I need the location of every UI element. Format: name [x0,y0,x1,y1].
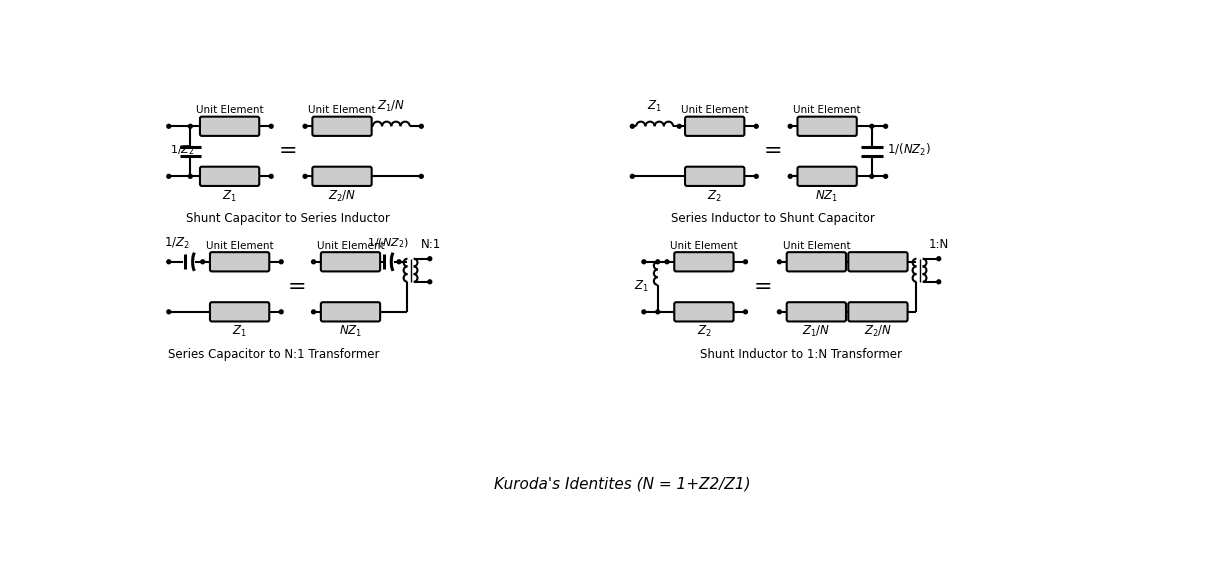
Circle shape [279,310,283,314]
FancyBboxPatch shape [848,302,908,321]
Circle shape [631,124,634,128]
Text: $Z_2/N$: $Z_2/N$ [328,188,356,204]
Circle shape [755,174,758,178]
Circle shape [870,174,874,178]
Text: Series Inductor to Shunt Capacitor: Series Inductor to Shunt Capacitor [671,212,875,225]
Text: Unit Element: Unit Element [205,241,273,251]
Circle shape [311,260,316,264]
FancyBboxPatch shape [786,302,846,321]
Circle shape [665,260,669,264]
Text: $Z_1$: $Z_1$ [634,279,649,295]
Text: $1/(NZ_2)$: $1/(NZ_2)$ [887,142,931,158]
Circle shape [166,174,170,178]
Circle shape [166,260,170,264]
FancyBboxPatch shape [200,167,259,186]
Text: Unit Element: Unit Element [680,106,748,115]
Text: $Z_1$: $Z_1$ [648,99,662,114]
Text: $1/(NZ_2)$: $1/(NZ_2)$ [367,236,408,250]
Circle shape [642,310,646,314]
Text: $NZ_1$: $NZ_1$ [815,188,838,204]
Circle shape [789,124,792,128]
FancyBboxPatch shape [786,252,846,271]
FancyBboxPatch shape [685,116,745,136]
Text: Shunt Inductor to 1:N Transformer: Shunt Inductor to 1:N Transformer [700,348,902,361]
Circle shape [883,174,888,178]
Text: Unit Element: Unit Element [793,106,861,115]
Circle shape [188,174,192,178]
FancyBboxPatch shape [200,116,259,136]
Circle shape [778,310,781,314]
Circle shape [428,257,431,260]
FancyBboxPatch shape [321,252,380,271]
Circle shape [883,124,888,128]
Text: $Z_1/N$: $Z_1/N$ [802,324,831,339]
Text: 1:N: 1:N [928,238,949,251]
Circle shape [166,310,170,314]
Text: =: = [764,141,782,161]
Circle shape [937,280,940,284]
Text: =: = [753,277,772,297]
FancyBboxPatch shape [797,116,857,136]
Text: $Z_2$: $Z_2$ [696,324,711,339]
Circle shape [642,260,646,264]
Circle shape [270,124,273,128]
FancyBboxPatch shape [674,302,734,321]
Text: N:1: N:1 [422,238,441,251]
Circle shape [303,124,307,128]
FancyBboxPatch shape [312,116,372,136]
Circle shape [428,280,431,284]
Circle shape [311,310,316,314]
FancyBboxPatch shape [210,252,270,271]
Text: $NZ_1$: $NZ_1$ [339,324,362,339]
Text: Unit Element: Unit Element [317,241,384,251]
FancyBboxPatch shape [321,302,380,321]
Circle shape [419,124,423,128]
Text: =: = [278,141,298,161]
Text: Unit Element: Unit Element [671,241,738,251]
FancyBboxPatch shape [848,252,908,271]
Circle shape [778,260,781,264]
Text: Kuroda's Identites (N = 1+Z2/Z1): Kuroda's Identites (N = 1+Z2/Z1) [495,476,751,491]
Circle shape [200,260,204,264]
Text: $1/Z_2$: $1/Z_2$ [170,143,194,156]
Circle shape [631,174,634,178]
Circle shape [166,124,170,128]
Circle shape [656,310,660,314]
FancyBboxPatch shape [685,167,745,186]
Circle shape [937,257,940,260]
Circle shape [870,124,874,128]
FancyBboxPatch shape [797,167,857,186]
Circle shape [303,174,307,178]
Text: $Z_1$: $Z_1$ [222,188,237,204]
FancyBboxPatch shape [674,252,734,271]
Text: =: = [287,277,306,297]
Text: $Z_1/N$: $Z_1/N$ [377,99,406,114]
Text: Unit Element: Unit Element [196,106,264,115]
Circle shape [270,174,273,178]
Circle shape [397,260,401,264]
FancyBboxPatch shape [210,302,270,321]
Circle shape [656,260,660,264]
Text: $Z_2$: $Z_2$ [707,188,722,204]
Text: $Z_2/N$: $Z_2/N$ [864,324,892,339]
Circle shape [789,174,792,178]
Circle shape [744,310,747,314]
FancyBboxPatch shape [312,167,372,186]
Text: Series Capacitor to N:1 Transformer: Series Capacitor to N:1 Transformer [168,348,379,361]
Text: Shunt Capacitor to Series Inductor: Shunt Capacitor to Series Inductor [186,212,390,225]
Circle shape [755,124,758,128]
Circle shape [419,174,423,178]
Circle shape [744,260,747,264]
Circle shape [677,124,682,128]
Circle shape [279,260,283,264]
Text: $Z_1$: $Z_1$ [232,324,247,339]
Text: Unit Element: Unit Element [309,106,375,115]
Text: $1/Z_2$: $1/Z_2$ [164,236,190,251]
Text: Unit Element: Unit Element [782,241,850,251]
Circle shape [188,124,192,128]
